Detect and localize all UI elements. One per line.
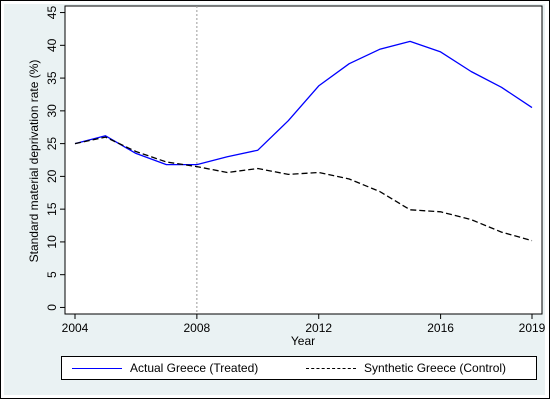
y-tick-label-30: 30 [45,104,59,118]
legend-item-synthetic: Synthetic Greece (Control) [306,357,506,379]
y-tick-label-40: 40 [45,38,59,52]
plot-area [64,5,543,315]
legend-label-actual: Actual Greece (Treated) [130,361,259,375]
legend: Actual Greece (Treated) Synthetic Greece… [61,356,537,380]
y-axis-title: Standard material deprivation rate (%) [27,60,41,263]
x-tick-label-2008: 2008 [184,321,211,335]
y-tick-label-0: 0 [45,304,59,311]
y-tick-label-5: 5 [45,271,59,278]
x-tick-label-2012: 2012 [305,321,332,335]
y-tick-label-20: 20 [45,169,59,183]
x-axis: 2004 2008 2012 2016 2019 [62,314,546,335]
legend-item-actual: Actual Greece (Treated) [72,357,258,379]
y-tick-label-15: 15 [45,202,59,216]
legend-swatch-actual [72,367,122,369]
legend-label-synthetic: Synthetic Greece (Control) [364,361,507,375]
x-tick-label-2004: 2004 [62,321,89,335]
x-axis-title: Year [291,334,315,348]
y-tick-label-10: 10 [45,235,59,249]
series-layer [74,6,533,314]
legend-swatch-synthetic [306,367,356,369]
y-tick-label-35: 35 [45,71,59,85]
y-tick-label-25: 25 [45,137,59,151]
x-tick-label-2019: 2019 [519,321,546,335]
y-tick-label-45: 45 [45,6,59,20]
x-tick-label-2016: 2016 [427,321,454,335]
series-line-synthetic [74,136,533,242]
series-line-actual [74,40,533,166]
y-axis: 0 5 10 15 20 25 30 35 40 45 [45,6,65,311]
